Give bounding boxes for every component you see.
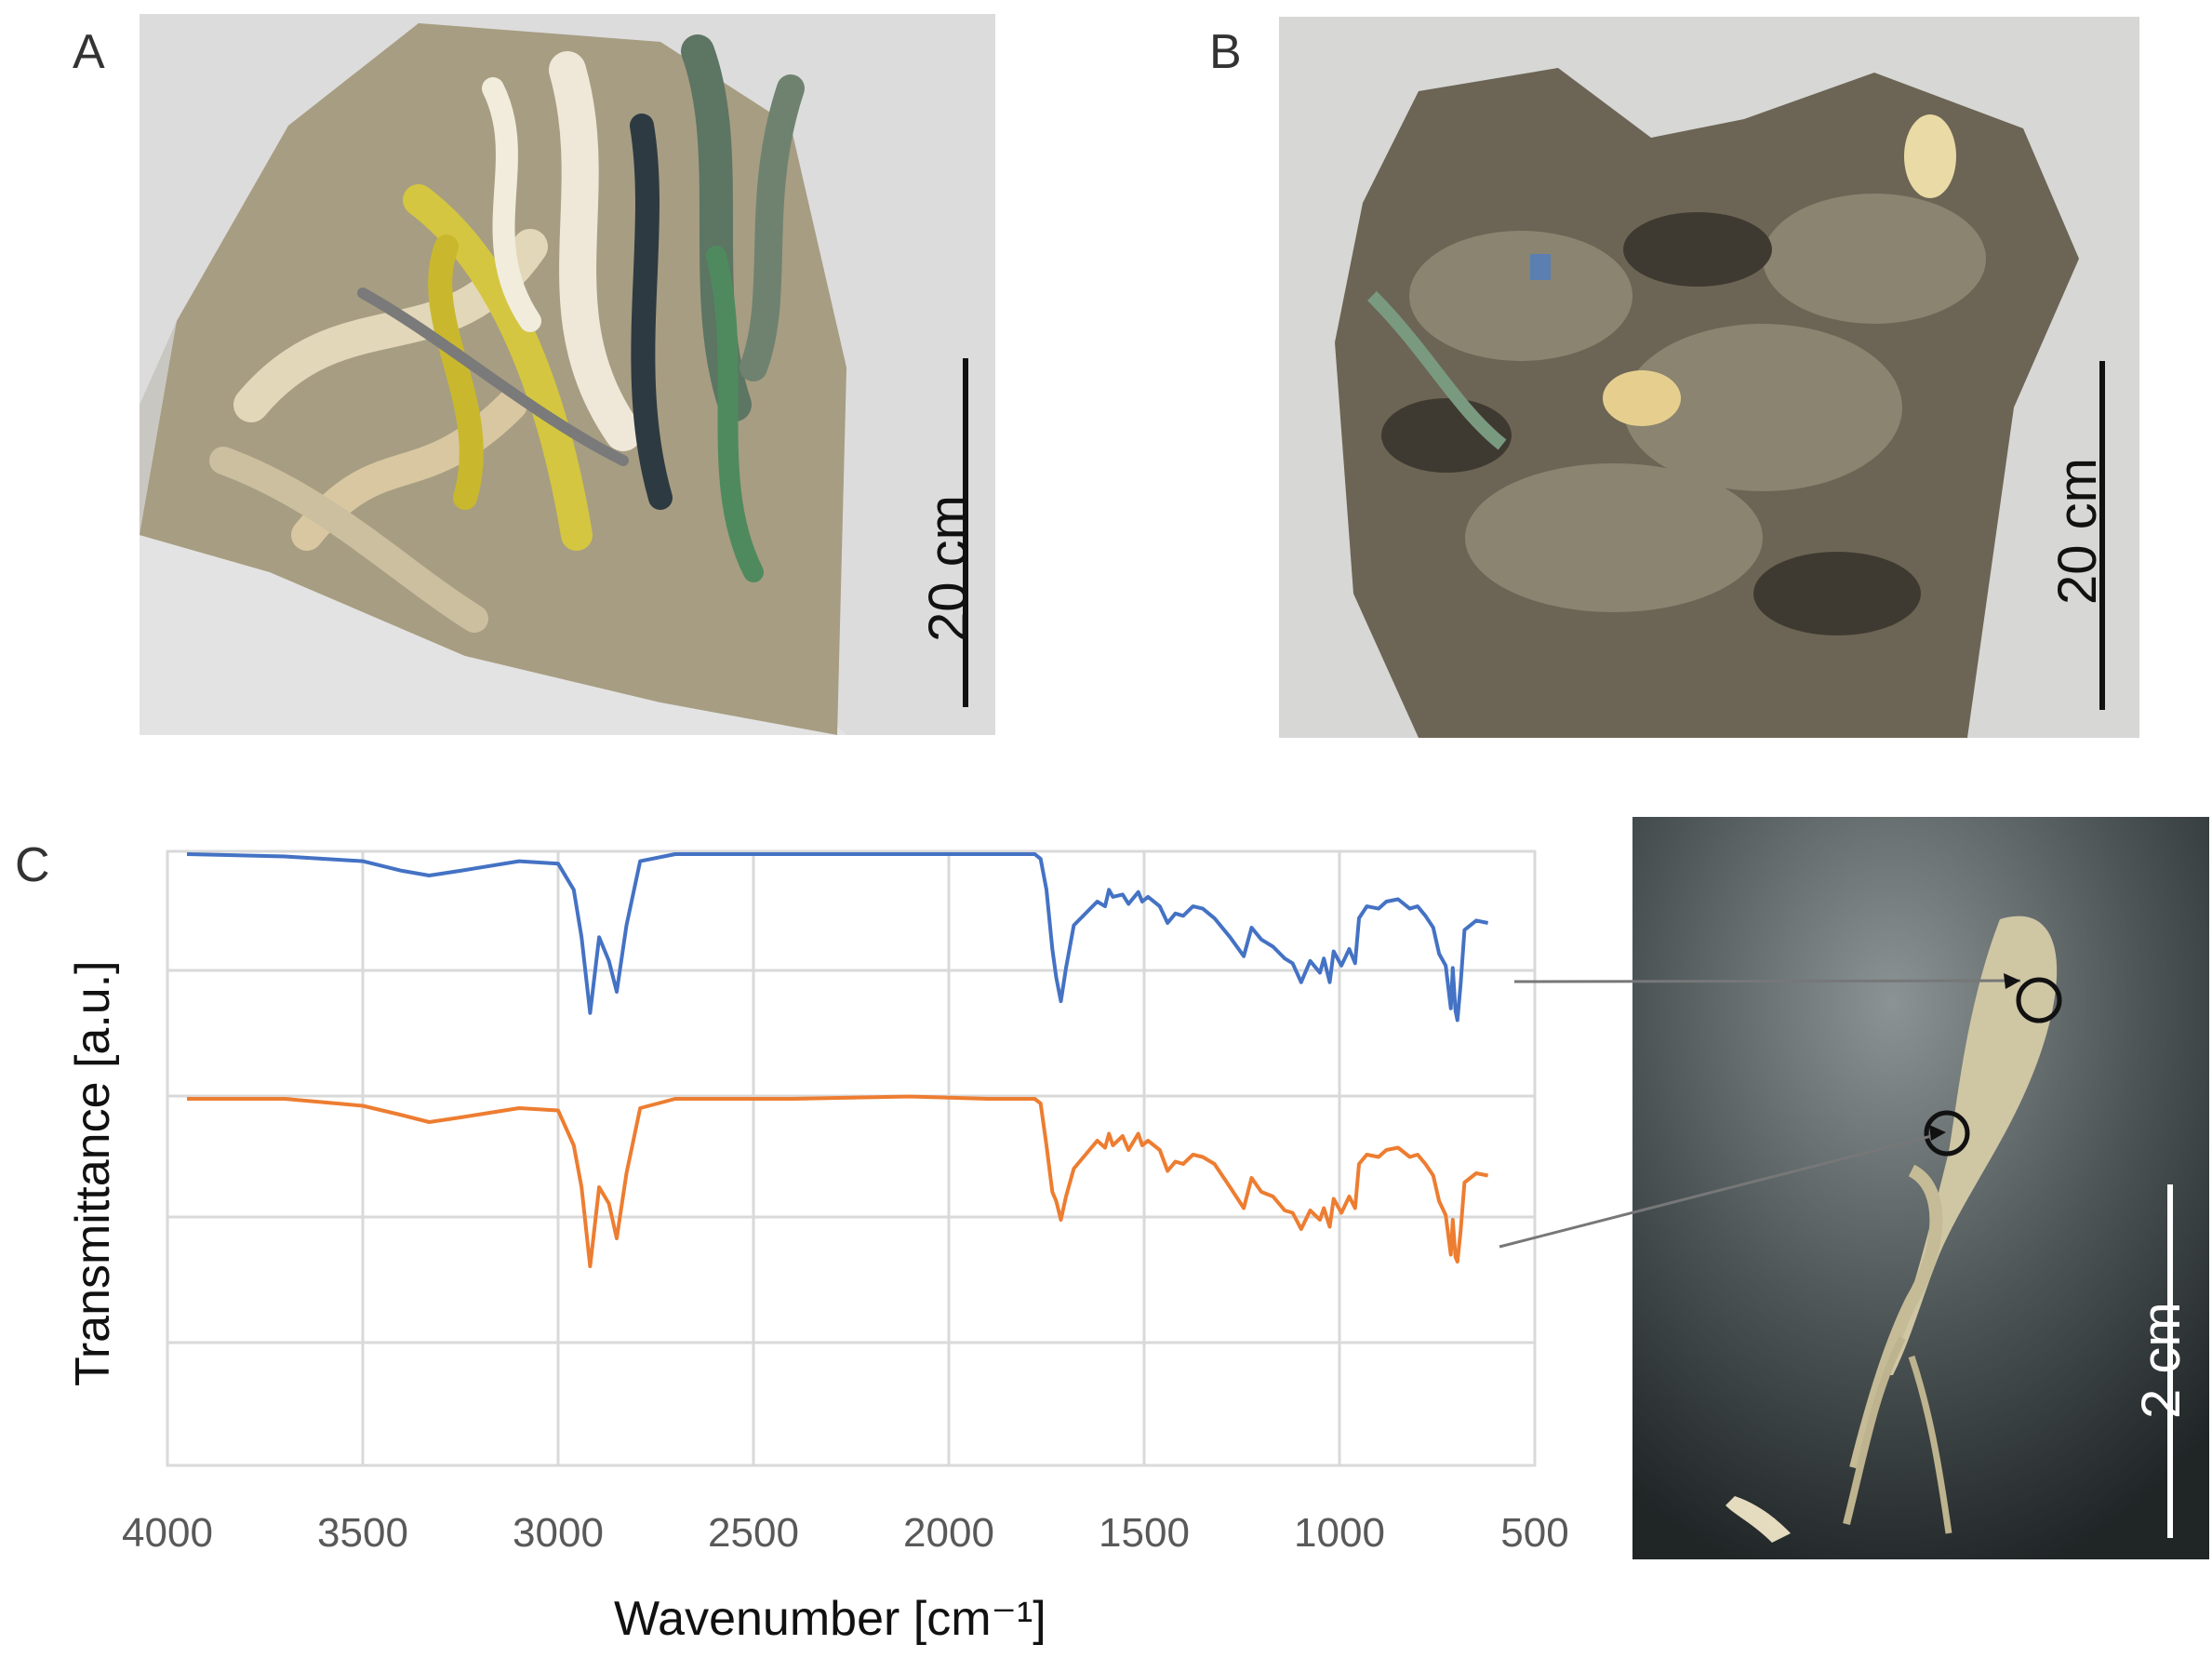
photo-plastic-strips xyxy=(140,14,995,735)
x-tick-label: 1000 xyxy=(1294,1510,1385,1556)
y-axis-title: Transmittance [a.u.] xyxy=(66,960,120,1386)
panel-label-a: A xyxy=(73,25,105,79)
x-tick-label: 3000 xyxy=(513,1510,604,1556)
x-tick-label: 2000 xyxy=(903,1510,994,1556)
panel-label-c: C xyxy=(15,838,50,892)
connector-arrowhead xyxy=(1929,1125,1946,1141)
panel-label-b: B xyxy=(1209,25,1242,79)
series-line-2 xyxy=(187,1094,1488,1268)
x-tick-label: 3500 xyxy=(317,1510,408,1556)
x-tick-label: 2500 xyxy=(708,1510,799,1556)
x-tick-label: 1500 xyxy=(1099,1510,1190,1556)
connector-line-2 xyxy=(1499,1130,1947,1249)
plot-frame xyxy=(166,849,1537,1467)
x-tick-label: 4000 xyxy=(122,1510,213,1556)
series-line-1 xyxy=(186,852,1489,1023)
photo-mixed-debris xyxy=(1279,17,2139,738)
connector-line-1 xyxy=(1513,979,2021,983)
connector-arrowhead xyxy=(2004,973,2020,989)
x-axis-title: Wavenumber [cm⁻¹] xyxy=(614,1592,1046,1646)
x-tick-label: 500 xyxy=(1500,1510,1568,1556)
